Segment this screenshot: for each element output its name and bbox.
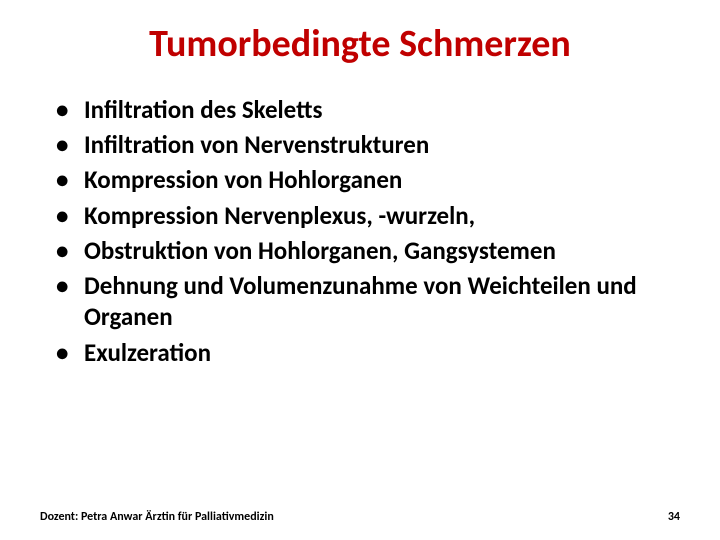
list-item: Kompression Nervenplexus, -wurzeln, xyxy=(56,200,680,231)
list-item: Infiltration von Nervenstrukturen xyxy=(56,129,680,160)
list-item: Dehnung und Volumenzunahme von Weichteil… xyxy=(56,270,680,333)
slide: Tumorbedingte Schmerzen Infiltration des… xyxy=(0,0,720,540)
list-item: Infiltration des Skeletts xyxy=(56,94,680,125)
list-item: Obstruktion von Hohlorganen, Gangsysteme… xyxy=(56,235,680,266)
slide-footer: Dozent: Petra Anwar Ärztin für Palliativ… xyxy=(40,510,680,524)
list-item: Kompression von Hohlorganen xyxy=(56,164,680,195)
list-item: Exulzeration xyxy=(56,337,680,368)
page-number: 34 xyxy=(668,510,680,524)
lecturer-label: Dozent: Petra Anwar Ärztin für Palliativ… xyxy=(40,510,274,524)
slide-title: Tumorbedingte Schmerzen xyxy=(40,24,680,66)
bullet-list: Infiltration des Skeletts Infiltration v… xyxy=(40,94,680,368)
